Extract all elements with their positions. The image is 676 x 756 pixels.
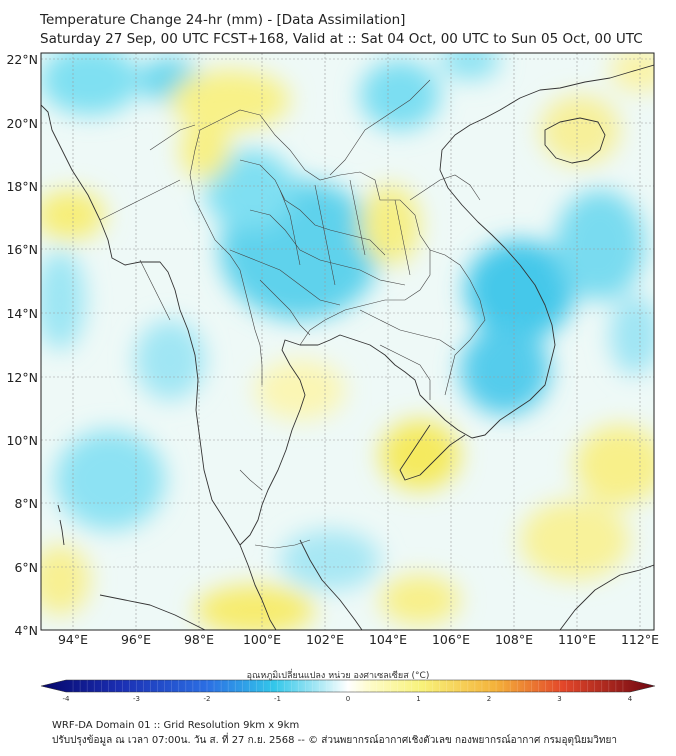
map-subtitle: Saturday 27 Sep, 00 UTC FCST+168, Valid … xyxy=(40,31,643,47)
colorbar-tick-label: 1 xyxy=(416,695,420,703)
map-frame xyxy=(40,52,655,631)
footer-line-1: WRF-DA Domain 01 :: Grid Resolution 9km … xyxy=(52,720,300,731)
lon-label: 106°E xyxy=(432,632,470,647)
footer-line-2: ปรับปรุงข้อมูล ณ เวลา 07:00น. วัน ส. ที่… xyxy=(52,735,617,746)
lon-label: 94°E xyxy=(58,632,88,647)
lat-label: 16°N xyxy=(6,242,38,257)
lon-label: 110°E xyxy=(558,632,596,647)
lon-label: 98°E xyxy=(184,632,214,647)
lat-label: 18°N xyxy=(6,179,38,194)
colorbar-bar xyxy=(40,679,656,693)
colorbar-tick-label: -4 xyxy=(63,695,71,703)
colorbar-tick-label: -3 xyxy=(133,695,140,703)
lat-label: 4°N xyxy=(14,623,38,638)
lat-label: 22°N xyxy=(6,52,38,67)
lat-label: 20°N xyxy=(6,116,38,131)
map-title-block: Temperature Change 24-hr (mm) - [Data As… xyxy=(40,11,643,49)
lon-label: 102°E xyxy=(306,632,344,647)
map-title: Temperature Change 24-hr (mm) - [Data As… xyxy=(40,12,406,28)
colorbar-tick-label: -2 xyxy=(204,695,211,703)
lat-label: 6°N xyxy=(14,560,38,575)
footer: WRF-DA Domain 01 :: Grid Resolution 9km … xyxy=(52,718,617,748)
colorbar: -4 -3 -2 -1 0 1 2 3 4 xyxy=(40,679,656,703)
lon-label: 108°E xyxy=(495,632,533,647)
colorbar-title: อุณหภูมิเปลี่ยนแปลง หน่วย องศาเซลเซียส (… xyxy=(246,671,430,681)
lon-label: 112°E xyxy=(621,632,659,647)
admin-borders xyxy=(99,79,486,549)
map-gridlines xyxy=(41,53,654,630)
lat-label: 8°N xyxy=(14,496,38,511)
longitude-labels: 94°E 96°E 98°E 100°E 102°E 104°E 106°E 1… xyxy=(58,632,659,647)
temperature-field xyxy=(41,53,654,630)
colorbar-tick-label: 0 xyxy=(346,695,350,703)
colorbar-tick-label: -1 xyxy=(274,695,281,703)
lon-label: 104°E xyxy=(369,632,407,647)
lat-label: 10°N xyxy=(6,433,38,448)
lat-label: 12°N xyxy=(6,370,38,385)
latitude-labels: 22°N 20°N 18°N 16°N 14°N 12°N 10°N 8°N 6… xyxy=(6,52,38,638)
coastlines xyxy=(41,64,654,630)
lon-label: 100°E xyxy=(243,632,281,647)
lat-label: 14°N xyxy=(6,306,38,321)
lon-label: 96°E xyxy=(121,632,151,647)
colorbar-tick-label: 3 xyxy=(557,695,561,703)
colorbar-tick-label: 4 xyxy=(628,695,633,703)
colorbar-tick-label: 2 xyxy=(487,695,491,703)
colorbar-ticks: -4 -3 -2 -1 0 1 2 3 4 xyxy=(63,680,633,703)
